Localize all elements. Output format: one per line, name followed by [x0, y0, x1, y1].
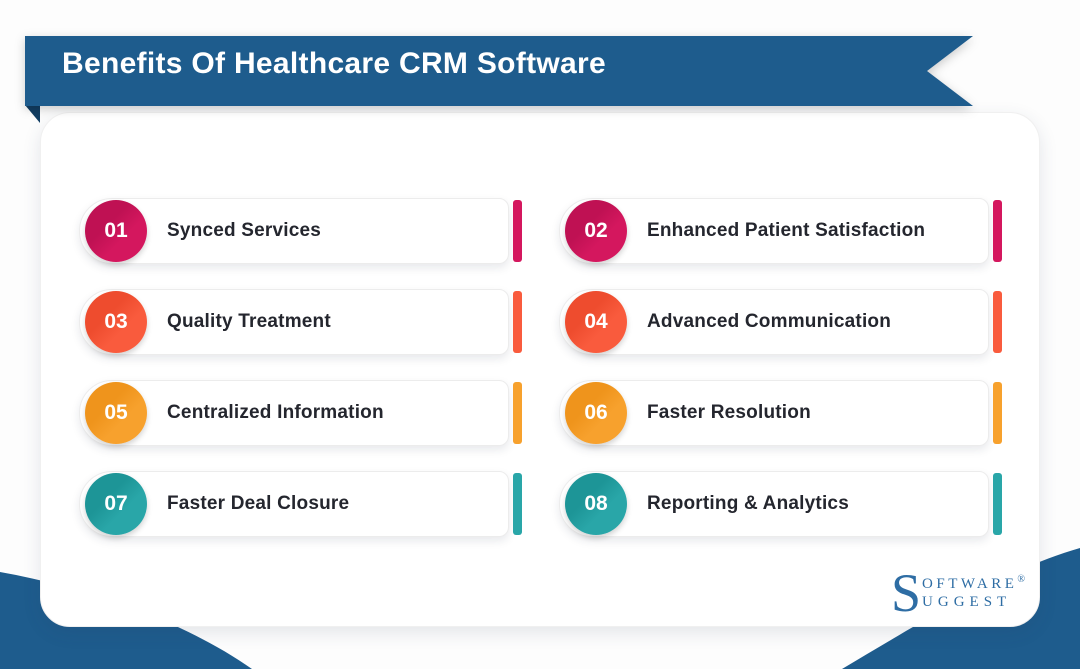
- benefit-pill: 03 Quality Treatment: [79, 289, 509, 355]
- number-badge: 03: [85, 291, 147, 353]
- benefit-label: Synced Services: [167, 220, 322, 241]
- number-badge: 05: [85, 382, 147, 444]
- softwaresuggest-logo: S OFTWARE® UGGEST: [891, 562, 1025, 623]
- benefit-item: 02 Enhanced Patient Satisfaction: [559, 198, 1004, 264]
- number-badge: 01: [85, 200, 147, 262]
- benefit-item: 08 Reporting & Analytics: [559, 471, 1004, 537]
- benefit-pill: 06 Faster Resolution: [559, 380, 989, 446]
- benefit-pill: 05 Centralized Information: [79, 380, 509, 446]
- benefit-label: Quality Treatment: [167, 311, 331, 332]
- benefit-label: Enhanced Patient Satisfaction: [647, 220, 926, 241]
- accent-bar: [993, 200, 1002, 262]
- number-badge: 07: [85, 473, 147, 535]
- benefit-item: 01 Synced Services: [79, 198, 522, 264]
- accent-bar: [513, 200, 522, 262]
- benefit-pill: 07 Faster Deal Closure: [79, 471, 509, 537]
- benefits-grid: 01 Synced Services 02 Enhanced Patient S…: [79, 198, 1004, 537]
- benefit-pill: 04 Advanced Communication: [559, 289, 989, 355]
- page-title: Benefits Of Healthcare CRM Software: [62, 47, 606, 80]
- title-ribbon: Benefits Of Healthcare CRM Software: [25, 36, 973, 106]
- accent-bar: [513, 291, 522, 353]
- benefit-item: 05 Centralized Information: [79, 380, 522, 446]
- number-badge: 04: [565, 291, 627, 353]
- number-badge: 02: [565, 200, 627, 262]
- benefit-pill: 08 Reporting & Analytics: [559, 471, 989, 537]
- logo-word-software: OFTWARE®: [922, 573, 1025, 592]
- benefit-label: Centralized Information: [167, 402, 384, 423]
- benefit-label: Advanced Communication: [647, 311, 892, 332]
- number-badge: 06: [565, 382, 627, 444]
- benefit-label: Reporting & Analytics: [647, 493, 849, 514]
- accent-bar: [513, 473, 522, 535]
- benefit-pill: 02 Enhanced Patient Satisfaction: [559, 198, 989, 264]
- accent-bar: [993, 291, 1002, 353]
- logo-big-s: S: [891, 562, 922, 623]
- benefit-item: 06 Faster Resolution: [559, 380, 1004, 446]
- benefit-item: 04 Advanced Communication: [559, 289, 1004, 355]
- accent-bar: [993, 382, 1002, 444]
- accent-bar: [993, 473, 1002, 535]
- number-badge: 08: [565, 473, 627, 535]
- content-card: 01 Synced Services 02 Enhanced Patient S…: [40, 112, 1040, 627]
- logo-word-suggest: UGGEST: [922, 594, 1012, 611]
- accent-bar: [513, 382, 522, 444]
- benefit-item: 07 Faster Deal Closure: [79, 471, 522, 537]
- benefit-label: Faster Resolution: [647, 402, 811, 423]
- benefit-label: Faster Deal Closure: [167, 493, 350, 514]
- benefit-pill: 01 Synced Services: [79, 198, 509, 264]
- registered-trademark-icon: ®: [1017, 573, 1025, 585]
- benefit-item: 03 Quality Treatment: [79, 289, 522, 355]
